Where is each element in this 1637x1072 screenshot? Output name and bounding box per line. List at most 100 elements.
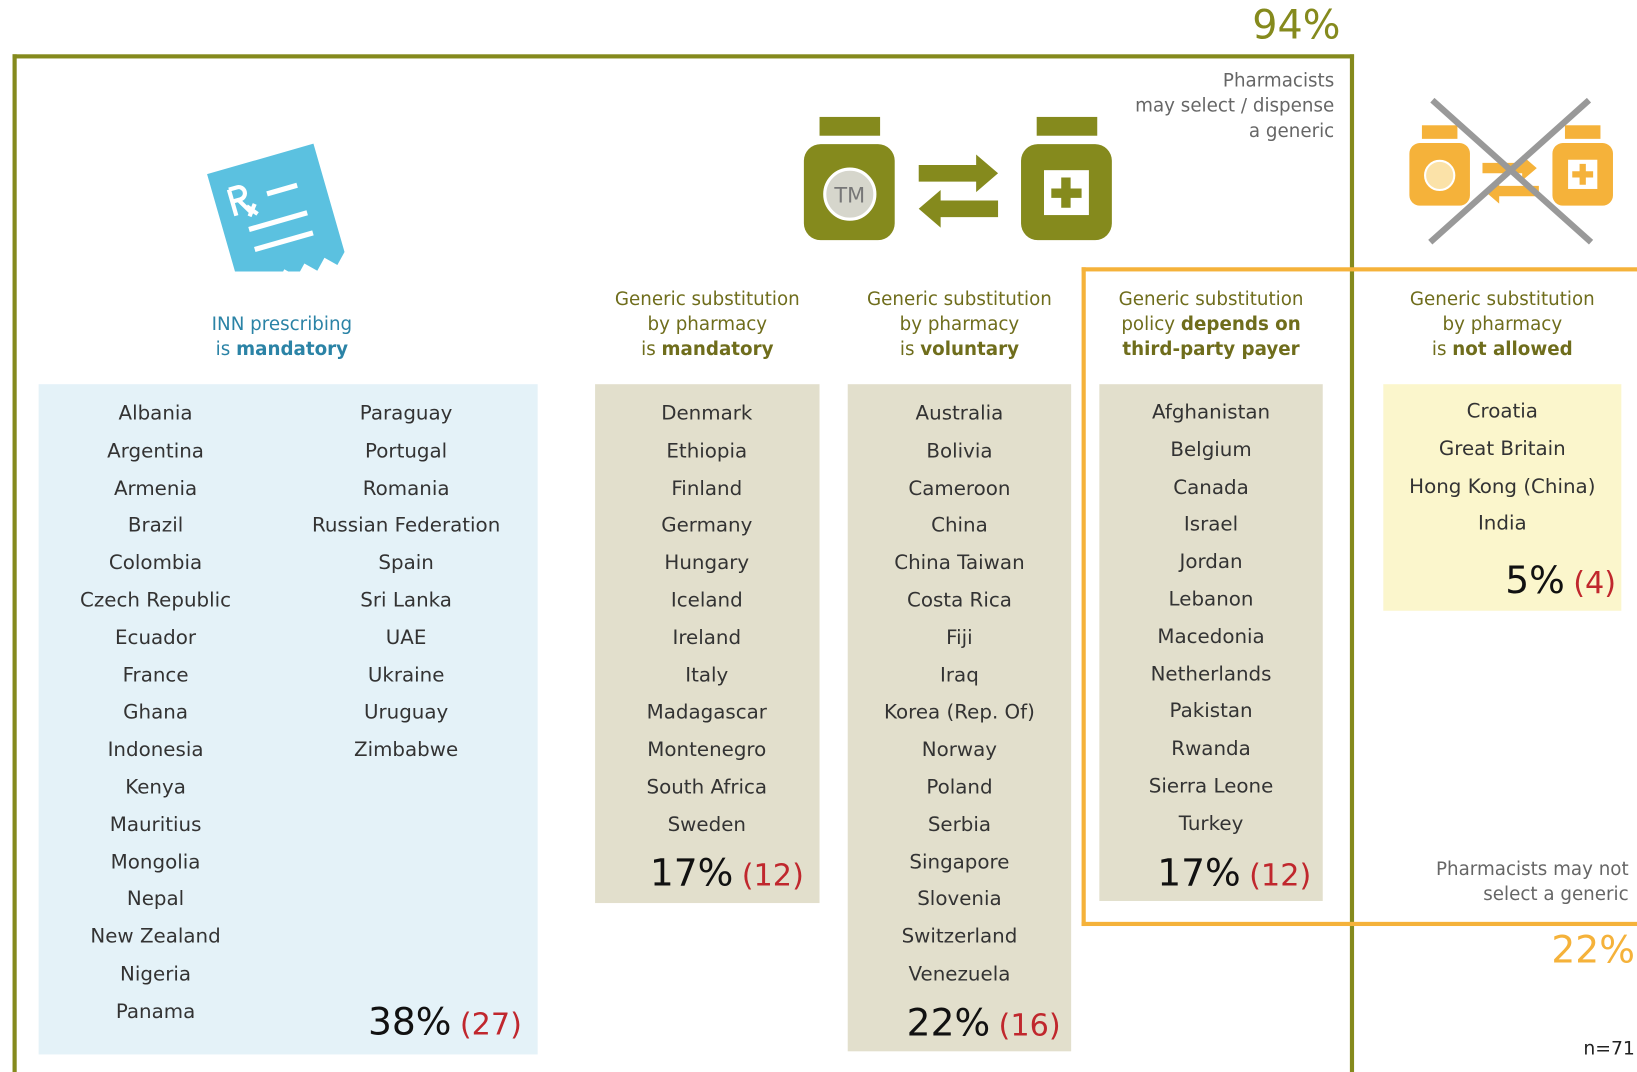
country: Great Britain (1438, 437, 1566, 461)
heading-text: is (641, 339, 662, 361)
country: Norway (921, 738, 998, 762)
top-note: Pharmacists may select / dispense a generi… (1135, 69, 1334, 144)
heading-text: by pharmacy (1442, 314, 1563, 336)
country: Armenia (113, 476, 198, 500)
select-frame (12, 54, 1355, 1072)
percent: 38% (367, 1001, 452, 1044)
note-line: Pharmacists may not (1435, 859, 1629, 881)
note-line: Pharmacists (1222, 70, 1335, 92)
heading-text: Generic substitution (1118, 289, 1304, 311)
country: Russian Federation (311, 514, 501, 538)
country: Israel (1183, 513, 1239, 536)
heading-line: INN prescribing (146, 312, 417, 337)
count: (27) (459, 1006, 522, 1042)
country: Fiji (946, 626, 973, 650)
note-line: a generic (1248, 121, 1335, 142)
country: Canada (1173, 475, 1249, 499)
country: Italy (685, 663, 729, 687)
column-heading: Generic substitution by pharmacy is mandat… (572, 287, 843, 362)
count: (4) (1573, 564, 1617, 601)
icons: TM (207, 97, 1613, 272)
top-label: 94% (1252, 2, 1341, 49)
heading-text: not allowed (1452, 339, 1573, 361)
heading-text: policy (1121, 314, 1181, 336)
column-box (38, 384, 538, 1055)
country: Korea (Rep. Of) (883, 700, 1035, 724)
heading-text: is (1431, 339, 1453, 361)
count: (16) (998, 1007, 1061, 1043)
country: Serbia (927, 813, 992, 837)
country: Mauritius (109, 813, 202, 837)
heading-text: mandatory (661, 339, 774, 361)
country: India (1477, 511, 1527, 535)
country: Paraguay (359, 401, 453, 425)
share: 17% (12) (491, 851, 804, 901)
country: Zimbabwe (354, 738, 459, 762)
column-box (1383, 384, 1622, 611)
column-box (847, 384, 1072, 1052)
country: Bolivia (926, 439, 993, 463)
heading-text: by pharmacy (647, 314, 768, 336)
country: Czech Republic (80, 588, 232, 612)
heading-text: is (215, 339, 237, 361)
heading-text: mandatory (236, 339, 349, 361)
share: 38% (27) (209, 1002, 522, 1050)
country: Singapore (909, 850, 1010, 874)
country: Croatia (1466, 399, 1538, 423)
heading-line: is mandatory (572, 337, 843, 362)
country: Romania (362, 476, 450, 500)
country: Cameroon (908, 476, 1011, 500)
tm-text: TM (833, 184, 865, 208)
column-heading: Generic substitution by pharmacy is not al… (1367, 287, 1637, 362)
sample-size: n=71 (1583, 1037, 1635, 1060)
country: Sweden (667, 813, 746, 837)
right-label: 22% (1551, 929, 1635, 972)
country: Madagascar (646, 700, 767, 724)
country: Spain (378, 551, 434, 575)
country: Kenya (125, 775, 186, 799)
country: China Taiwan (894, 551, 1025, 575)
heading-line: Generic substitution (824, 287, 1095, 312)
heading-line: Generic substitution (1075, 287, 1346, 312)
generic-bottle (1021, 116, 1112, 241)
country: Ireland (672, 626, 742, 650)
heading-text: Generic substitution (614, 289, 800, 311)
country: Indonesia (107, 738, 204, 762)
country: Montenegro (647, 738, 767, 762)
country: Australia (915, 401, 1004, 425)
heading-text: INN prescribing (211, 314, 353, 336)
country: Colombia (108, 551, 203, 575)
heading-text: voluntary (920, 339, 1019, 361)
percent: 5% (1505, 559, 1565, 603)
country: Nepal (126, 887, 185, 911)
swap-arrows (918, 154, 999, 228)
country: Denmark (661, 401, 753, 425)
heading-line: is voluntary (824, 337, 1095, 362)
country: UAE (385, 626, 427, 650)
country: Uruguay (363, 700, 449, 724)
country: Turkey (1178, 812, 1244, 835)
heading-text: depends on (1180, 314, 1301, 336)
country: Portugal (365, 439, 448, 463)
country: Ethiopia (666, 439, 748, 463)
country: Iraq (940, 663, 979, 687)
heading-line: Generic substitution (1367, 287, 1637, 312)
country: Switzerland (901, 925, 1018, 949)
country: Jordan (1179, 550, 1243, 574)
country: Afghanistan (1151, 400, 1271, 424)
country: Sri Lanka (360, 588, 452, 612)
heading-line: by pharmacy (1367, 312, 1637, 337)
country: New Zealand (90, 925, 221, 949)
heading-text: is (899, 339, 921, 361)
country: Macedonia (1157, 625, 1265, 649)
heading-text: third-party payer (1122, 339, 1300, 361)
percent: 17% (649, 851, 734, 895)
country: Netherlands (1150, 662, 1272, 686)
country: Hong Kong (China) (1409, 474, 1596, 498)
third-party-frame (1081, 267, 1637, 927)
country: Slovenia (917, 887, 1002, 911)
column-heading: INN prescribing is mandatory (146, 312, 417, 362)
heading-line: is mandatory (146, 337, 417, 362)
right-note: Pharmacists may not select a generic (1436, 857, 1629, 907)
